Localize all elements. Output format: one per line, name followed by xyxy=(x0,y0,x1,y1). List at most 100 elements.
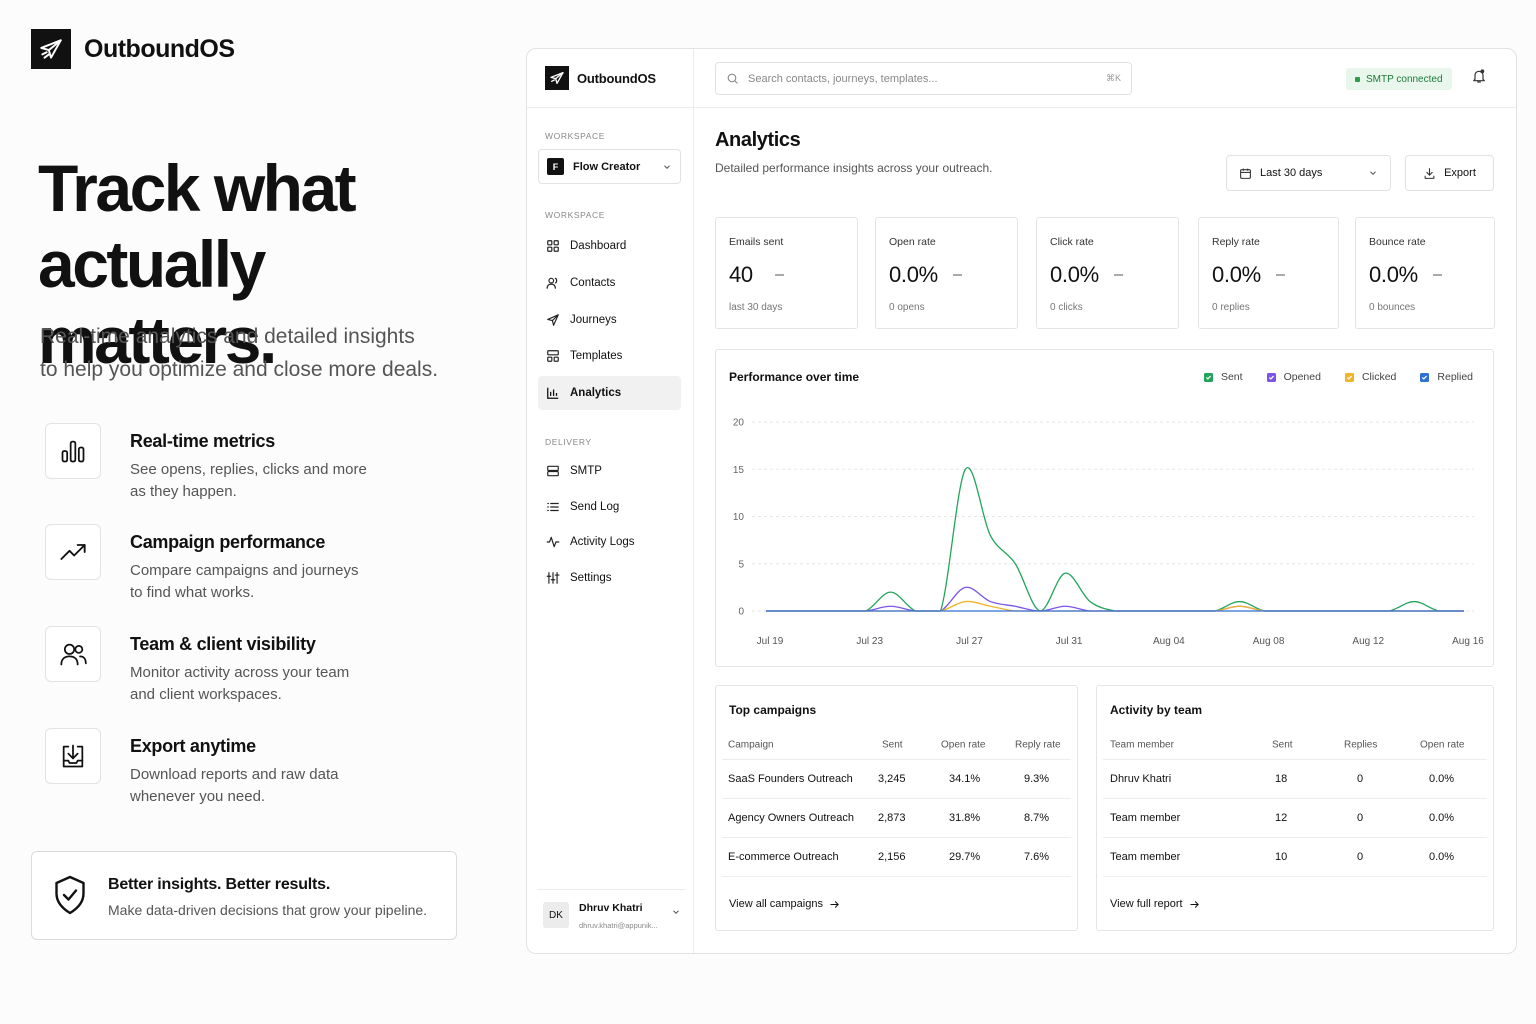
brand-name: OutboundOS xyxy=(84,34,235,63)
sidebar-item-templates[interactable]: Templates xyxy=(538,339,681,373)
x-tick-label: Jul 19 xyxy=(757,636,784,647)
app-brand[interactable]: OutboundOS xyxy=(545,66,656,90)
sidebar-item-settings[interactable]: Settings xyxy=(538,561,681,595)
table-title: Activity by team xyxy=(1110,703,1203,717)
date-range-select[interactable]: Last 30 days xyxy=(1226,155,1391,191)
open-rate-cell: 0.0% xyxy=(1429,812,1455,824)
sidebar-item-smtp[interactable]: SMTP xyxy=(538,454,681,488)
view-full-report-link[interactable]: View full report xyxy=(1110,898,1200,910)
search-icon xyxy=(727,73,738,84)
sidebar-item-journeys[interactable]: Journeys xyxy=(538,303,681,337)
paper-plane-logo-icon xyxy=(31,29,71,69)
open-rate-cell: 34.1% xyxy=(949,773,981,785)
table-row[interactable]: Team member 12 0 0.0% xyxy=(1103,799,1487,838)
sent-cell: 2,873 xyxy=(878,812,906,824)
checkbox-icon xyxy=(1420,372,1430,382)
kpi-trend-dash xyxy=(775,274,784,276)
table-row[interactable]: Team member 10 0 0.0% xyxy=(1103,838,1487,877)
chart-title: Performance over time xyxy=(729,370,860,384)
activity-by-team-card: Activity by team Team member Sent Replie… xyxy=(1096,685,1494,931)
kpi-foot: 0 replies xyxy=(1212,302,1250,313)
kpi-value: 40 xyxy=(729,262,753,287)
sidebar-item-label: Contacts xyxy=(570,277,616,289)
download-box-icon xyxy=(45,728,101,784)
sent-cell: 12 xyxy=(1275,812,1288,824)
workspace-label: WORKSPACE xyxy=(545,131,606,141)
feature-desc: Download reports and raw data whenever yo… xyxy=(130,764,390,808)
user-menu[interactable]: DK Dhruv Khatri dhruv.khatri@appunik... xyxy=(537,889,685,939)
table-row[interactable]: SaaS Founders Outreach 3,245 34.1% 9.3% xyxy=(722,760,1071,799)
view-all-campaigns-link[interactable]: View all campaigns xyxy=(729,898,840,910)
sidebar-item-label: SMTP xyxy=(570,465,602,477)
kpi-trend-dash xyxy=(1433,274,1442,276)
column-header: Campaign xyxy=(728,739,774,750)
performance-chart[interactable]: 0 5 10 15 20 Jul 19 Jul 23 Jul 27 Jul 31 Aug 04 Au… xyxy=(716,350,1495,668)
chevron-down-icon xyxy=(673,910,679,914)
series-line-sent[interactable] xyxy=(766,466,1464,612)
team-member-name: Dhruv Khatri xyxy=(1110,773,1172,785)
chart-legend: Sent Opened Clicked Replied xyxy=(1203,371,1473,383)
status-dot xyxy=(1355,76,1360,82)
feature-realtime-metrics: Real-time metrics See opens, replies, cl… xyxy=(45,423,465,500)
table-row[interactable]: E-commerce Outreach 2,156 29.7% 7.6% xyxy=(722,838,1071,877)
legend-item-replied[interactable]: Replied xyxy=(1420,371,1473,383)
export-button[interactable]: Export xyxy=(1405,155,1494,191)
legend-item-opened[interactable]: Opened xyxy=(1266,371,1321,383)
search-placeholder: Search contacts, journeys, templates... xyxy=(748,72,938,85)
campaign-name: Agency Owners Outreach xyxy=(728,812,854,824)
sidebar-item-contacts[interactable]: Contacts xyxy=(538,266,681,300)
kpi-trend-dash xyxy=(953,274,962,276)
legend-label: Sent xyxy=(1220,371,1243,383)
feature-desc: See opens, replies, clicks and more as th… xyxy=(130,459,390,503)
sidebar-item-label: Settings xyxy=(570,572,612,584)
reply-rate-cell: 8.7% xyxy=(1024,812,1050,824)
search-input[interactable]: Search contacts, journeys, templates... … xyxy=(715,62,1132,95)
sidebar-item-dashboard[interactable]: Dashboard xyxy=(538,229,681,263)
feature-title: Export anytime xyxy=(130,736,256,756)
kpi-label: Reply rate xyxy=(1212,236,1260,248)
legend-label: Clicked xyxy=(1361,371,1397,383)
replies-cell: 0 xyxy=(1357,812,1364,824)
top-campaigns-card: Top campaigns Campaign Sent Open rate Re… xyxy=(715,685,1078,931)
sidebar-item-analytics[interactable]: Analytics xyxy=(538,376,681,410)
smtp-status-badge: SMTP connected xyxy=(1346,68,1452,90)
table-row[interactable]: Agency Owners Outreach 2,873 31.8% 8.7% xyxy=(722,799,1071,838)
contacts-icon xyxy=(546,277,558,289)
checkbox-icon xyxy=(1344,372,1354,382)
x-tick-label: Aug 16 xyxy=(1452,636,1484,647)
app-window: OutboundOS Search contacts, journeys, te… xyxy=(526,48,1517,954)
grid-icon xyxy=(547,240,559,252)
arrow-right-icon xyxy=(830,900,839,908)
kpi-label: Open rate xyxy=(889,236,936,248)
feature-desc: Compare campaigns and journeys to find wh… xyxy=(130,560,390,604)
callout-card: Better insights. Better results. Make da… xyxy=(31,851,457,940)
open-rate-cell: 0.0% xyxy=(1429,773,1455,785)
sent-cell: 3,245 xyxy=(878,773,906,785)
top-bar xyxy=(527,49,1516,108)
kpi-foot: 0 opens xyxy=(889,302,925,313)
hero-subtitle: Real-time analytics and detailed insight… xyxy=(40,320,480,386)
analytics-icon xyxy=(547,387,559,399)
avatar: DK xyxy=(543,902,569,928)
replies-cell: 0 xyxy=(1357,851,1364,863)
x-tick-label: Aug 12 xyxy=(1352,636,1384,647)
sidebar-item-activity-logs[interactable]: Activity Logs xyxy=(538,525,681,559)
workspace-select[interactable]: F Flow Creator xyxy=(538,149,681,184)
legend-item-sent[interactable]: Sent xyxy=(1203,371,1243,383)
section-label-workspace: WORKSPACE xyxy=(545,210,606,220)
column-header: Sent xyxy=(882,739,903,750)
feature-desc: Monitor activity across your team and cli… xyxy=(130,662,390,706)
server-icon xyxy=(547,465,559,477)
kpi-card-emails-sent: Emails sent 40 last 30 days xyxy=(715,217,858,329)
team-member-name: Team member xyxy=(1110,812,1181,824)
kpi-card-click-rate: Click rate 0.0% 0 clicks xyxy=(1036,217,1179,329)
feature-title: Real-time metrics xyxy=(130,431,275,451)
table-row[interactable]: Dhruv Khatri 18 0 0.0% xyxy=(1103,760,1487,799)
reply-rate-cell: 9.3% xyxy=(1024,773,1050,785)
legend-item-clicked[interactable]: Clicked xyxy=(1344,371,1397,383)
kpi-label: Emails sent xyxy=(729,236,784,248)
open-rate-cell: 0.0% xyxy=(1429,851,1455,863)
sidebar-item-send-log[interactable]: Send Log xyxy=(538,490,681,524)
link-label: View all campaigns xyxy=(729,898,823,910)
bell-icon[interactable] xyxy=(1471,68,1487,89)
